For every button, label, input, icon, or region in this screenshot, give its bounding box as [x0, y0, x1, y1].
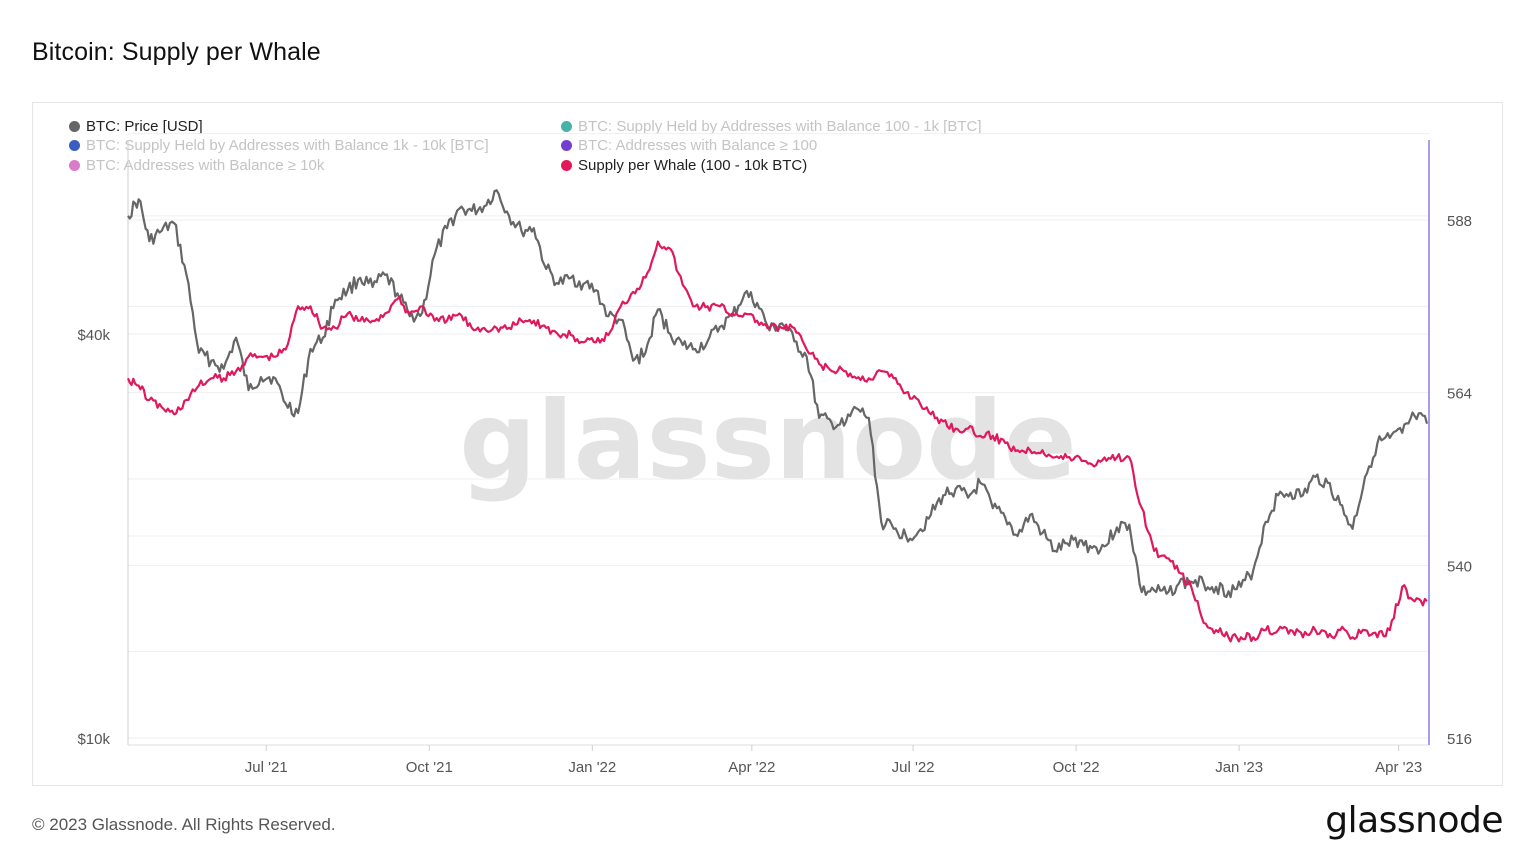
legend-dot-btc-price	[69, 121, 80, 132]
copyright-text: © 2023 Glassnode. All Rights Reserved.	[32, 815, 336, 834]
chart-panel: BTC: Price [USD] BTC: Supply Held by Add…	[32, 102, 1503, 786]
glassnode-logo[interactable]: glassnode	[1325, 800, 1503, 841]
legend-label-addresses-100: BTC: Addresses with Balance ≥ 100	[578, 137, 818, 154]
page-title: Bitcoin: Supply per Whale	[32, 38, 321, 66]
legend-item-supply-100-1k[interactable]: BTC: Supply Held by Addresses with Balan…	[561, 118, 982, 135]
y-right-tick-label: 564	[1447, 386, 1472, 403]
y-right-tick-label: 516	[1447, 731, 1472, 748]
watermark-text: glassnode	[459, 379, 1076, 504]
legend-item-addresses-10k[interactable]: BTC: Addresses with Balance ≥ 10k	[69, 157, 324, 174]
legend-dot-addresses-100	[561, 140, 572, 151]
legend-label-btc-price: BTC: Price [USD]	[86, 118, 203, 135]
series-line-supply-per-whale[interactable]	[126, 240, 1428, 643]
x-tick-label: Jan '23	[1215, 759, 1263, 776]
gridlines	[128, 133, 1430, 739]
legend-label-supply-per-whale: Supply per Whale (100 - 10k BTC)	[578, 157, 808, 174]
x-tick-label: Jul '21	[245, 759, 288, 776]
legend-item-addresses-100[interactable]: BTC: Addresses with Balance ≥ 100	[561, 137, 817, 154]
legend-item-btc-price[interactable]: BTC: Price [USD]	[69, 118, 203, 135]
axis-ticks: Jul '21 Oct '21 Jan '22 Apr '22 Jul '22 Oct '…	[77, 213, 1472, 776]
legend-dot-supply-100-1k	[561, 121, 572, 132]
legend-item-supply-per-whale[interactable]: Supply per Whale (100 - 10k BTC)	[561, 157, 807, 174]
y-right-tick-label: 588	[1447, 213, 1472, 230]
x-tick-label: Oct '21	[406, 759, 453, 776]
y-left-tick-label: $40k	[77, 327, 110, 344]
x-tick-label: Apr '22	[728, 759, 775, 776]
legend-label-addresses-10k: BTC: Addresses with Balance ≥ 10k	[86, 157, 325, 174]
series-line-btc-price[interactable]	[127, 189, 1429, 599]
series-layer	[126, 189, 1429, 643]
x-tick-label: Jul '22	[892, 759, 935, 776]
legend-dot-supply-per-whale	[561, 160, 572, 171]
chart-legend: BTC: Price [USD] BTC: Supply Held by Add…	[33, 103, 1502, 183]
legend-label-supply-1k-10k: BTC: Supply Held by Addresses with Balan…	[86, 137, 489, 154]
legend-label-supply-100-1k: BTC: Supply Held by Addresses with Balan…	[578, 118, 982, 135]
legend-dot-addresses-10k	[69, 160, 80, 171]
legend-item-supply-1k-10k[interactable]: BTC: Supply Held by Addresses with Balan…	[69, 137, 489, 154]
legend-dot-supply-1k-10k	[69, 140, 80, 151]
x-tick-label: Oct '22	[1053, 759, 1100, 776]
y-right-tick-label: 540	[1447, 558, 1472, 575]
x-tick-label: Jan '22	[568, 759, 616, 776]
x-tick-label: Apr '23	[1375, 759, 1422, 776]
y-left-tick-label: $10k	[77, 731, 110, 748]
